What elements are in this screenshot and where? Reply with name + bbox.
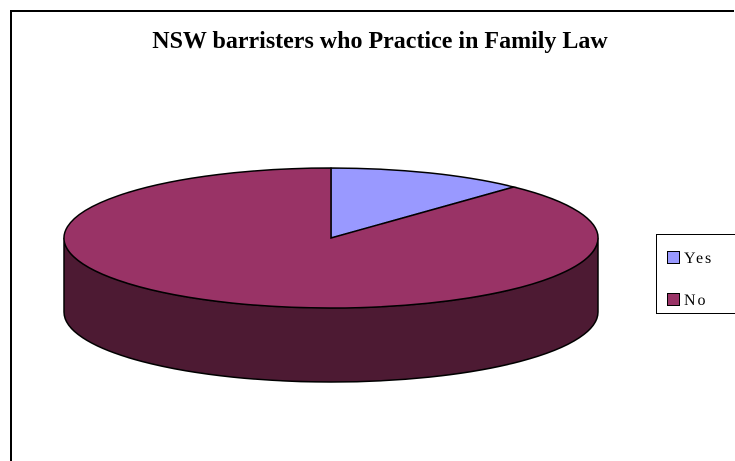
legend: Yes No bbox=[656, 234, 735, 314]
legend-label-no: No bbox=[684, 292, 708, 309]
legend-item-no: No bbox=[667, 291, 708, 311]
legend-swatch-yes bbox=[667, 250, 680, 264]
pie-slice-no bbox=[63, 167, 599, 309]
pie-slice-yes bbox=[330, 167, 517, 239]
legend-swatch-no bbox=[667, 292, 680, 306]
pie-plot-area bbox=[63, 167, 599, 383]
legend-item-yes: Yes bbox=[667, 249, 713, 269]
chart-title: NSW barristers who Practice in Family La… bbox=[152, 28, 608, 54]
legend-label-yes: Yes bbox=[684, 250, 714, 267]
